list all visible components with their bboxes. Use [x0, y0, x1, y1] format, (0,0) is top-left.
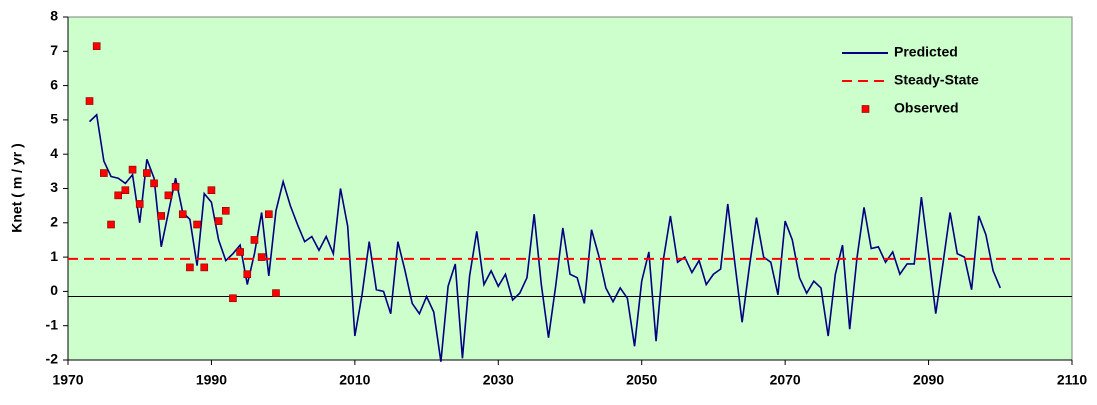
- y-tick-label: -1: [46, 316, 59, 332]
- observed-point: [121, 186, 130, 195]
- observed-point: [100, 169, 108, 177]
- x-tick-label: 2010: [339, 372, 370, 388]
- observed-point: [229, 294, 237, 303]
- observed-point: [150, 179, 158, 188]
- observed-point: [193, 220, 201, 229]
- observed-point: [143, 169, 151, 177]
- x-tick-label: 2110: [1057, 372, 1088, 388]
- observed-point: [272, 289, 280, 297]
- legend-label: Observed: [894, 100, 959, 116]
- y-tick-label: 3: [50, 179, 58, 195]
- observed-point: [207, 186, 216, 195]
- y-tick-label: 5: [50, 111, 58, 127]
- y-tick-label: 4: [50, 145, 58, 161]
- x-tick-label: 2090: [913, 372, 944, 388]
- y-tick-label: 2: [50, 214, 58, 230]
- y-tick-label: 7: [50, 42, 58, 58]
- observed-point: [214, 217, 223, 225]
- observed-point: [107, 220, 115, 229]
- y-tick-label: 6: [50, 76, 58, 92]
- observed-point: [264, 210, 273, 219]
- observed-point: [178, 210, 187, 219]
- observed-point: [157, 212, 166, 220]
- observed-point: [250, 236, 259, 244]
- plot-area: [67, 16, 1073, 361]
- y-tick-label: 8: [50, 8, 58, 24]
- observed-point: [92, 42, 101, 50]
- legend-label: Steady-State: [894, 72, 979, 88]
- observed-point: [200, 263, 209, 272]
- observed-point: [243, 270, 252, 279]
- x-tick-label: 1990: [196, 372, 227, 388]
- observed-point: [135, 200, 144, 208]
- observed-point: [186, 263, 194, 272]
- y-tick-label: 1: [50, 248, 58, 264]
- observed-point: [171, 182, 180, 191]
- x-tick-label: 1970: [52, 372, 83, 388]
- x-tick-label: 2070: [770, 372, 801, 388]
- observed-point: [114, 191, 122, 200]
- x-tick-label: 2050: [626, 372, 657, 388]
- y-axis-label: Knet ( m / yr ): [9, 143, 25, 232]
- legend-label: Predicted: [894, 44, 958, 60]
- y-tick-label: 0: [50, 282, 58, 298]
- observed-point: [128, 165, 137, 174]
- observed-point: [257, 253, 266, 261]
- observed-point: [85, 97, 94, 105]
- x-tick-label: 2030: [483, 372, 514, 388]
- observed-point: [221, 206, 230, 215]
- legend-swatch: [861, 105, 870, 113]
- y-tick-label: -2: [46, 351, 59, 367]
- observed-point: [164, 191, 173, 200]
- observed-point: [236, 248, 244, 256]
